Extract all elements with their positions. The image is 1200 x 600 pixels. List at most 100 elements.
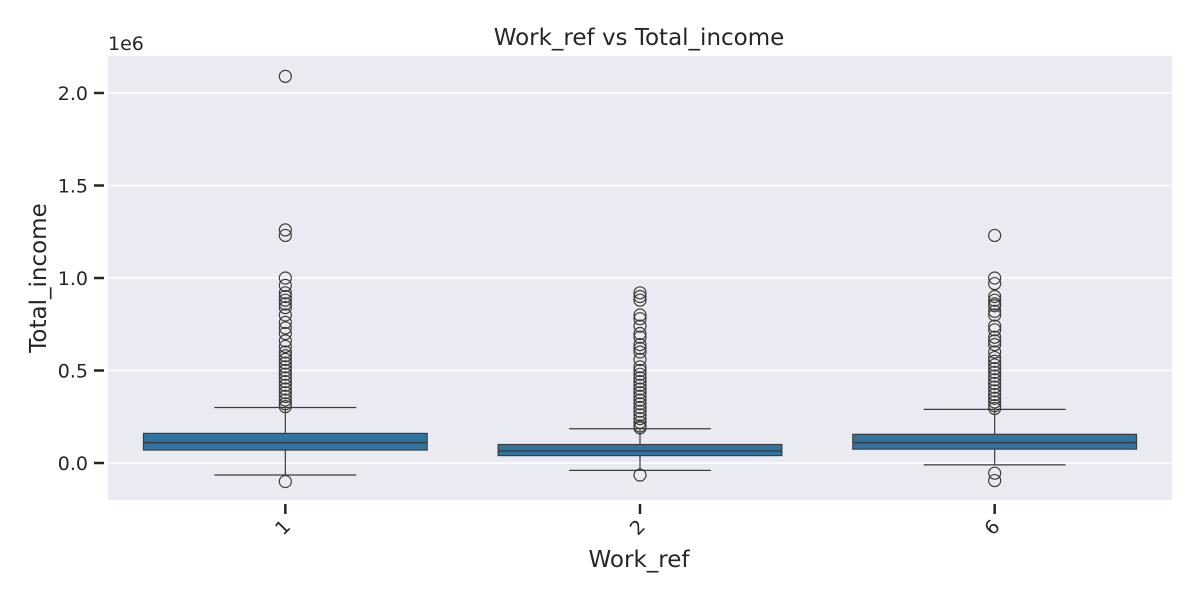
x-tick-label: 2 — [626, 516, 650, 540]
outlier-point — [988, 271, 1002, 285]
outlier-point — [278, 363, 292, 378]
outlier-point — [278, 349, 292, 363]
outlier-point — [278, 356, 292, 370]
outlier-point — [278, 301, 292, 315]
outlier-point — [278, 399, 292, 414]
outlier-point — [633, 468, 647, 482]
outlier-point — [278, 352, 292, 366]
outlier-point — [278, 382, 292, 396]
outlier-point — [278, 321, 292, 335]
outlier-point — [278, 378, 292, 392]
chart-title: Work_ref vs Total_income — [494, 25, 785, 51]
outlier-point — [633, 415, 647, 429]
outlier-point — [278, 69, 292, 83]
outlier-point — [988, 358, 1002, 372]
outlier-point — [633, 308, 647, 322]
outlier-point — [633, 338, 647, 352]
outlier-point — [988, 304, 1002, 318]
outlier-point — [633, 393, 647, 407]
outlier-point — [278, 315, 292, 329]
outlier-point — [988, 276, 1002, 291]
outlier-point — [633, 352, 647, 366]
outlier-point — [988, 401, 1002, 416]
outlier-point — [278, 386, 292, 400]
outlier-point — [278, 371, 292, 385]
outlier-point — [278, 286, 292, 300]
outlier-point — [278, 474, 292, 489]
iqr-box — [497, 443, 783, 457]
outlier-point — [278, 397, 292, 411]
outlier-point — [988, 369, 1002, 383]
outlier-point — [278, 271, 292, 285]
outlier-point — [633, 371, 647, 385]
outlier-point — [988, 473, 1002, 488]
outlier-point — [278, 278, 292, 292]
outlier-point — [988, 387, 1002, 402]
outlier-point — [633, 397, 647, 411]
y-offset-label: 1e6 — [108, 33, 144, 55]
outlier-point — [633, 382, 647, 396]
outlier-point — [633, 360, 647, 374]
outlier-point — [988, 334, 1002, 348]
x-axis-ticks: 1 2 6 — [271, 504, 1004, 540]
outlier-point — [633, 389, 647, 403]
outlier-point — [278, 308, 292, 322]
outlier-point — [633, 400, 647, 415]
outlier-point — [988, 466, 1002, 480]
outlier-point — [278, 375, 292, 389]
outlier-point — [278, 289, 292, 304]
outlier-point — [633, 319, 647, 333]
outlier-point — [633, 375, 647, 389]
outlier-point — [988, 354, 1002, 368]
outlier-point — [988, 391, 1002, 405]
outlier-point — [633, 345, 647, 359]
iqr-box — [142, 432, 428, 451]
outlier-point — [988, 373, 1002, 387]
box-group-1 — [142, 69, 428, 489]
outlier-point — [278, 228, 292, 243]
outlier-point — [633, 363, 647, 378]
y-tick-label: 1.5 — [58, 176, 88, 198]
outlier-point — [988, 293, 1002, 307]
outlier-point — [988, 323, 1002, 337]
outlier-point — [988, 289, 1002, 304]
outlier-point — [278, 293, 292, 307]
outlier-point — [988, 399, 1002, 413]
outlier-point — [633, 421, 647, 435]
outlier-point — [633, 312, 647, 326]
outlier-point — [278, 360, 292, 374]
outlier-point — [633, 330, 647, 344]
outlier-point — [278, 326, 292, 341]
outlier-point — [988, 319, 1002, 333]
outlier-point — [633, 412, 647, 426]
outlier-point — [633, 293, 647, 307]
outlier-point — [988, 338, 1002, 352]
outlier-point — [278, 389, 292, 403]
outlier-point — [988, 345, 1002, 359]
x-tick-label: 1 — [271, 516, 295, 540]
outlier-point — [278, 345, 292, 359]
outlier-point — [988, 350, 1002, 365]
outlier-point — [988, 308, 1002, 322]
x-axis-label: Work_ref — [589, 547, 691, 573]
box-group-6 — [852, 228, 1138, 488]
outlier-point — [278, 297, 292, 311]
outlier-point — [278, 367, 292, 381]
outlier-point — [988, 299, 1002, 313]
outlier-point — [988, 384, 1002, 398]
boxes-group — [142, 69, 1138, 489]
x-tick-label: 6 — [980, 516, 1004, 540]
outlier-point — [633, 289, 647, 304]
outlier-point — [988, 395, 1002, 409]
outlier-point — [988, 228, 1002, 243]
box-group-2 — [497, 286, 783, 482]
y-axis-ticks: 0.0 0.5 1.0 1.5 2.0 — [58, 83, 104, 475]
y-tick-label: 2.0 — [58, 83, 88, 105]
outlier-point — [633, 378, 647, 392]
iqr-box — [852, 433, 1138, 450]
outlier-point — [988, 376, 1002, 391]
y-axis-label: Total_income — [26, 203, 52, 353]
outlier-point — [633, 286, 647, 300]
outlier-point — [988, 330, 1002, 344]
